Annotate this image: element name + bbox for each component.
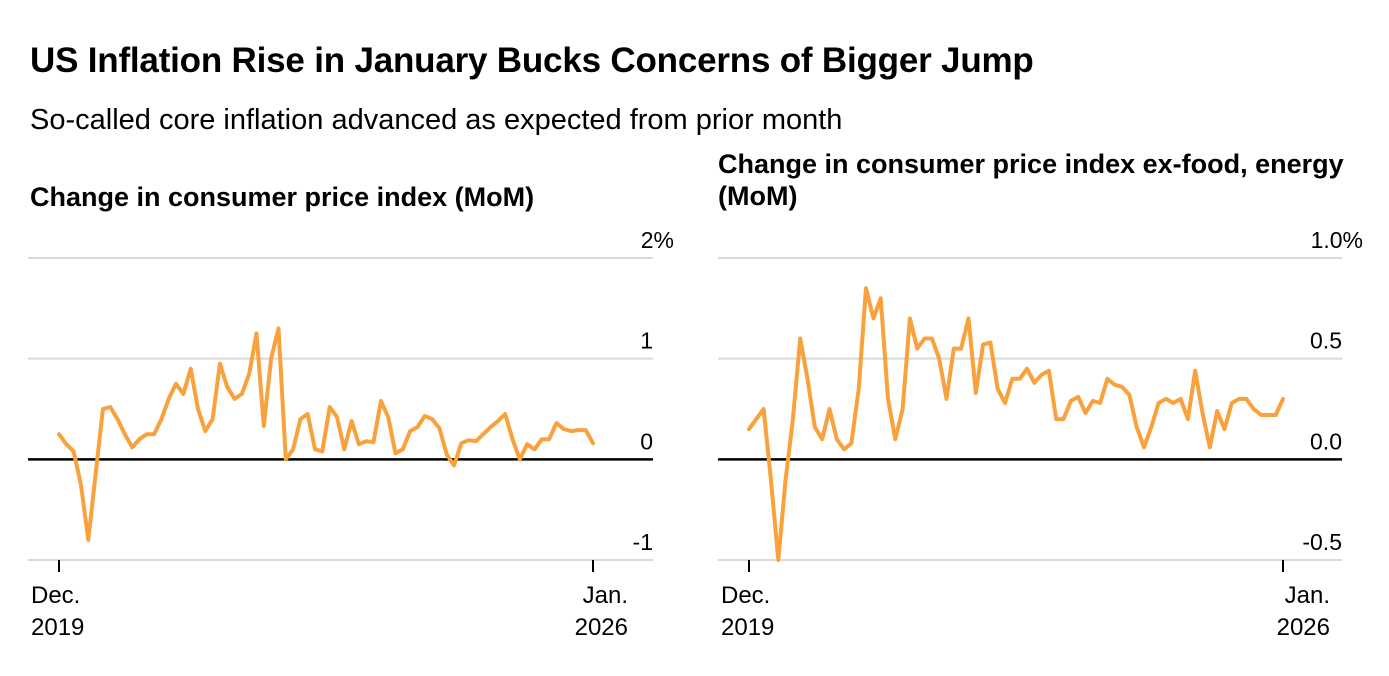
y-axis-tick-label: 0.5 — [1310, 328, 1342, 354]
chart-title-core-cpi: Change in consumer price index ex-food, … — [718, 149, 1344, 211]
headline-cpi-line-chart: 2% 1 0 -1 Dec. 2019 Jan. 2026 — [28, 227, 674, 641]
y-axis-tick-label: 0 — [640, 428, 653, 454]
y-axis-tick-label: -1 — [633, 529, 653, 555]
page-title: US Inflation Rise in January Bucks Conce… — [30, 41, 1034, 81]
x-axis-label-year: 2026 — [575, 614, 628, 641]
x-axis-label-year: 2019 — [721, 614, 774, 641]
x-axis-label-month: Jan. — [583, 582, 628, 609]
data-series-line — [747, 286, 1285, 562]
x-axis-label-year: 2019 — [31, 614, 84, 641]
y-axis-tick-label: 2% — [641, 227, 674, 253]
x-axis-label-month: Jan. — [1285, 582, 1330, 609]
data-series-line — [57, 326, 595, 542]
x-axis-label-month: Dec. — [721, 582, 770, 609]
y-axis-tick-label: 1 — [640, 328, 653, 354]
page-subtitle: So-called core inflation advanced as exp… — [30, 104, 843, 137]
y-axis-tick-label: -0.5 — [1302, 529, 1342, 555]
x-axis-label-month: Dec. — [31, 582, 80, 609]
x-axis-label-year: 2026 — [1277, 614, 1330, 641]
core-cpi-line-chart: 1.0% 0.5 0.0 -0.5 Dec. 2019 Jan. 2026 — [718, 227, 1363, 641]
y-axis-tick-label: 1.0% — [1311, 227, 1363, 253]
chart-title-headline-cpi: Change in consumer price index (MoM) — [30, 182, 535, 212]
y-axis-tick-label: 0.0 — [1310, 428, 1342, 454]
